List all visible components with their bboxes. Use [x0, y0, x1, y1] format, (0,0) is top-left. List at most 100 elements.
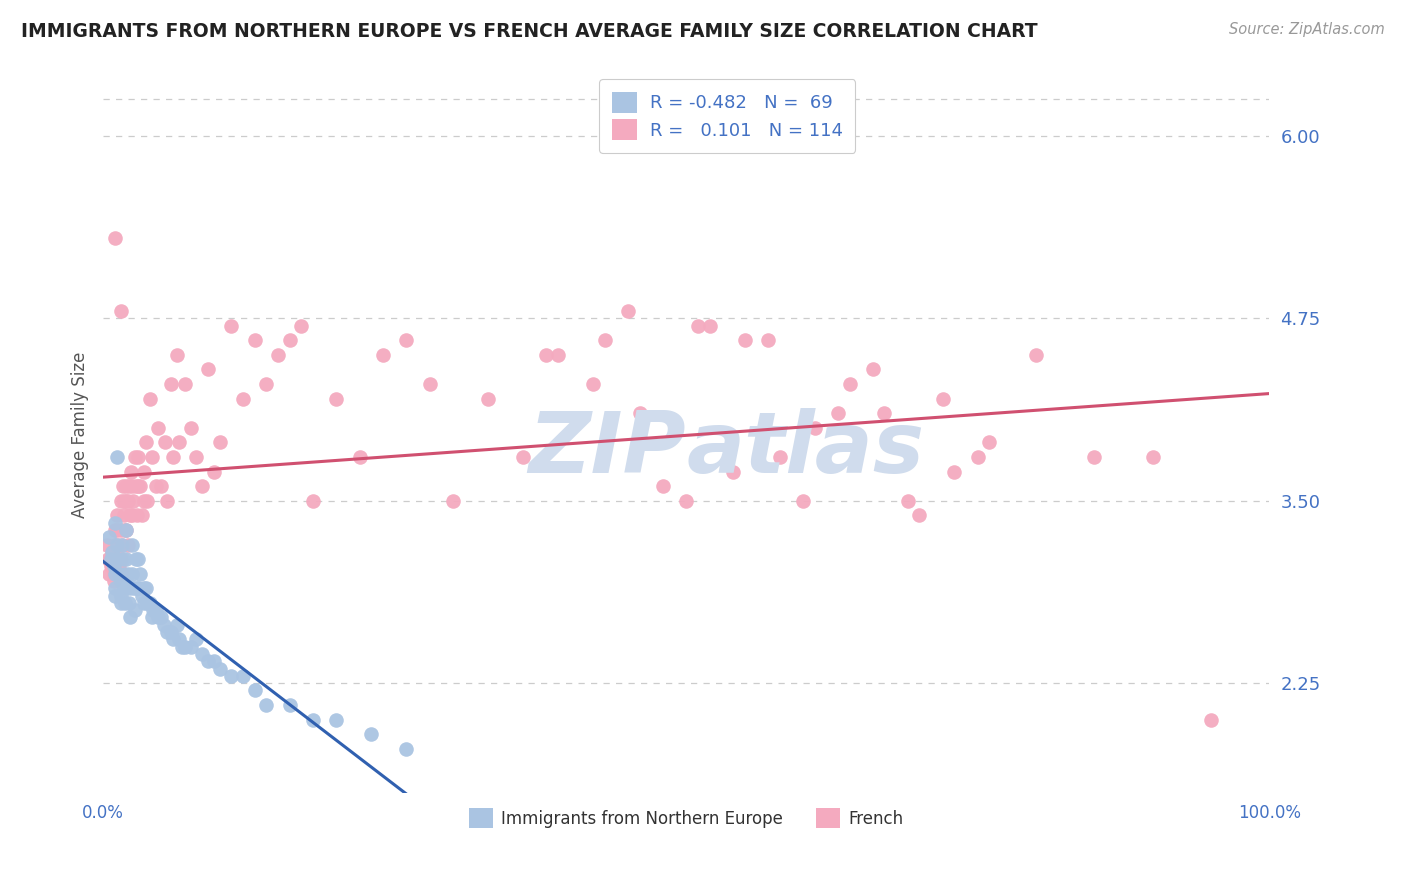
Point: [349, 450, 371, 464]
Point: [111, 537, 134, 551]
Point: [118, 596, 141, 610]
Point: [108, 566, 131, 581]
Legend: Immigrants from Northern Europe, French: Immigrants from Northern Europe, French: [463, 802, 910, 834]
Point: [100, 559, 122, 574]
Point: [115, 493, 138, 508]
Point: [118, 610, 141, 624]
Point: [197, 362, 219, 376]
Point: [221, 318, 243, 333]
Point: [103, 566, 125, 581]
Point: [104, 516, 127, 530]
Point: [686, 318, 709, 333]
Point: [121, 537, 143, 551]
Point: [232, 392, 254, 406]
Point: [135, 435, 157, 450]
Point: [111, 537, 134, 551]
Point: [156, 493, 179, 508]
Point: [675, 493, 697, 508]
Point: [103, 574, 125, 588]
Point: [943, 465, 966, 479]
Text: Source: ZipAtlas.com: Source: ZipAtlas.com: [1229, 22, 1385, 37]
Point: [145, 479, 167, 493]
Point: [121, 479, 143, 493]
Point: [167, 435, 190, 450]
Point: [139, 392, 162, 406]
Point: [395, 333, 418, 347]
Point: [110, 552, 132, 566]
Point: [756, 333, 779, 347]
Point: [167, 632, 190, 647]
Point: [159, 625, 181, 640]
Point: [131, 508, 153, 523]
Point: [173, 640, 195, 654]
Point: [325, 392, 347, 406]
Point: [104, 552, 127, 566]
Point: [897, 493, 920, 508]
Point: [117, 537, 139, 551]
Point: [153, 435, 176, 450]
Point: [477, 392, 499, 406]
Point: [104, 523, 127, 537]
Point: [104, 582, 127, 596]
Point: [104, 566, 127, 581]
Point: [162, 450, 184, 464]
Point: [146, 610, 169, 624]
Point: [166, 348, 188, 362]
Point: [125, 479, 148, 493]
Point: [112, 493, 135, 508]
Point: [103, 559, 125, 574]
Point: [117, 493, 139, 508]
Text: atlas: atlas: [686, 408, 924, 491]
Point: [97, 552, 120, 566]
Point: [593, 333, 616, 347]
Point: [290, 318, 312, 333]
Point: [114, 523, 136, 537]
Point: [908, 508, 931, 523]
Point: [145, 603, 167, 617]
Point: [173, 376, 195, 391]
Point: [110, 589, 132, 603]
Point: [132, 582, 155, 596]
Text: ZIP: ZIP: [529, 408, 686, 491]
Point: [419, 376, 441, 391]
Point: [243, 333, 266, 347]
Point: [111, 566, 134, 581]
Point: [803, 421, 825, 435]
Point: [110, 304, 132, 318]
Point: [1199, 713, 1222, 727]
Point: [166, 617, 188, 632]
Point: [101, 545, 124, 559]
Point: [115, 552, 138, 566]
Point: [127, 582, 149, 596]
Point: [111, 552, 134, 566]
Point: [734, 333, 756, 347]
Point: [202, 654, 225, 668]
Point: [371, 348, 394, 362]
Point: [121, 508, 143, 523]
Point: [135, 582, 157, 596]
Point: [150, 610, 173, 624]
Point: [191, 479, 214, 493]
Point: [104, 589, 127, 603]
Point: [124, 450, 146, 464]
Point: [129, 479, 152, 493]
Point: [98, 552, 121, 566]
Point: [582, 376, 605, 391]
Point: [112, 582, 135, 596]
Point: [127, 552, 149, 566]
Point: [152, 617, 174, 632]
Text: IMMIGRANTS FROM NORTHERN EUROPE VS FRENCH AVERAGE FAMILY SIZE CORRELATION CHART: IMMIGRANTS FROM NORTHERN EUROPE VS FRENC…: [21, 22, 1038, 41]
Point: [186, 632, 208, 647]
Point: [141, 610, 163, 624]
Point: [124, 603, 146, 617]
Point: [141, 450, 163, 464]
Point: [180, 421, 202, 435]
Point: [131, 589, 153, 603]
Point: [107, 552, 129, 566]
Point: [108, 559, 131, 574]
Point: [651, 479, 673, 493]
Point: [118, 508, 141, 523]
Point: [536, 348, 558, 362]
Point: [979, 435, 1001, 450]
Point: [125, 552, 148, 566]
